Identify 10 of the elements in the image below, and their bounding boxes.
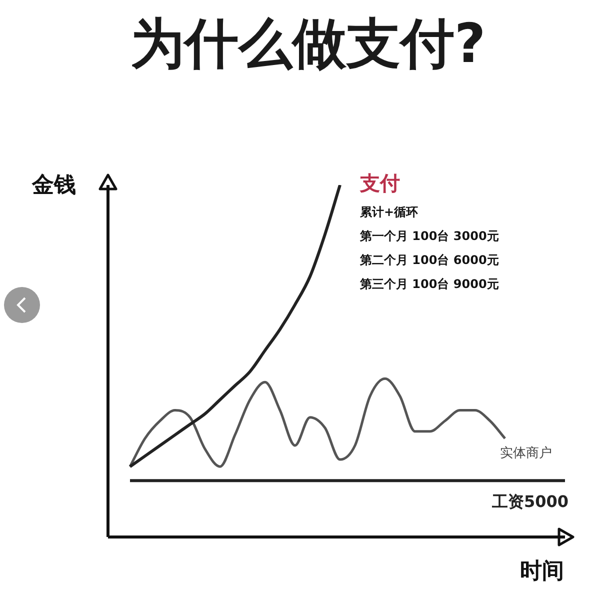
x-axis-title: 时间	[520, 558, 564, 586]
annotation: 累计+循环	[360, 204, 418, 221]
series-label: 工资5000	[491, 492, 569, 511]
y-axis-title: 金钱	[32, 172, 76, 200]
chart-title: 为什么做支付?	[129, 11, 487, 77]
series-label: 支付	[359, 171, 400, 196]
annotation: 第三个月 100台 9000元	[360, 276, 499, 293]
annotation: 第一个月 100台 3000元	[360, 228, 499, 245]
series-label: 实体商户	[500, 446, 552, 461]
annotation: 第二个月 100台 6000元	[360, 252, 499, 269]
